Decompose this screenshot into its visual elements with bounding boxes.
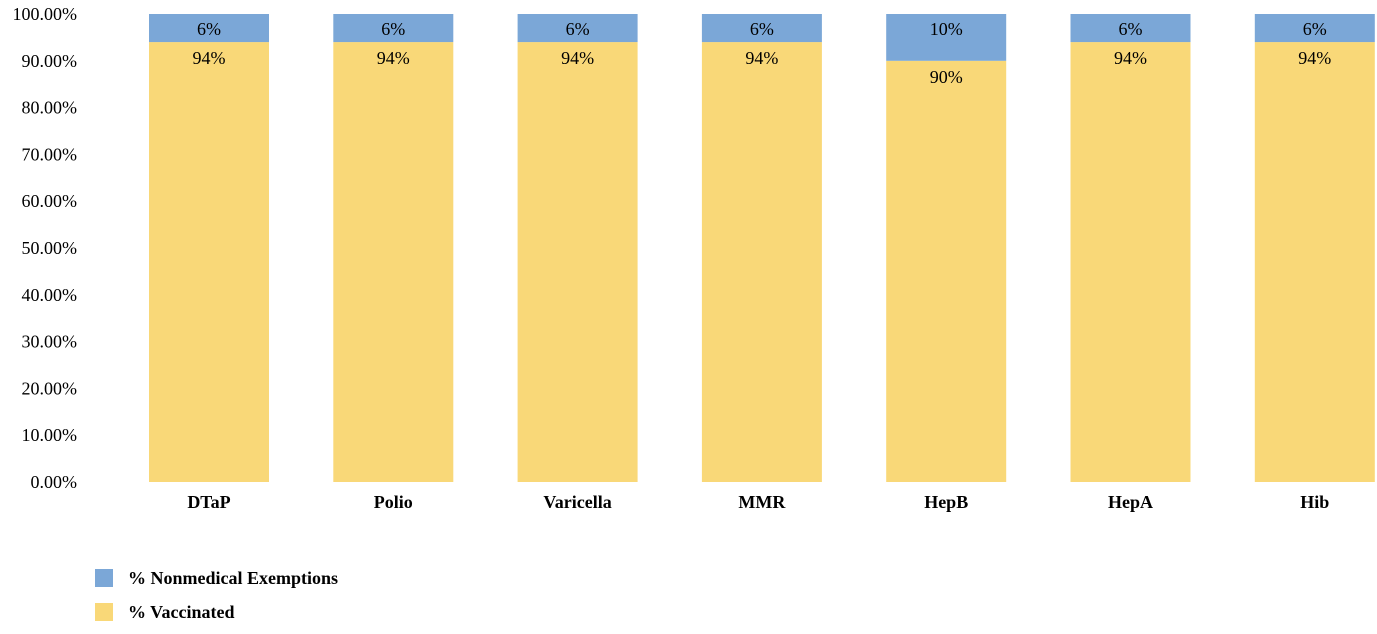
bar-nonmedical-exemptions bbox=[149, 14, 269, 43]
data-label-vaccinated: 94% bbox=[193, 48, 226, 68]
y-tick-label: 60.00% bbox=[22, 191, 78, 211]
y-tick-label: 80.00% bbox=[22, 98, 78, 118]
bar-vaccinated bbox=[1070, 42, 1191, 482]
legend: % Nonmedical Exemptions % Vaccinated bbox=[95, 568, 338, 622]
x-tick-label: Hib bbox=[1300, 492, 1329, 512]
bar-vaccinated bbox=[333, 42, 454, 482]
x-tick-label: HepA bbox=[1108, 492, 1153, 512]
x-tick-label: HepB bbox=[924, 492, 968, 512]
data-label-exemptions: 6% bbox=[750, 19, 774, 39]
bar-vaccinated bbox=[149, 42, 269, 482]
data-label-exemptions: 6% bbox=[381, 19, 405, 39]
y-tick-label: 40.00% bbox=[22, 285, 78, 305]
y-tick-label: 90.00% bbox=[22, 51, 78, 71]
legend-label: % Nonmedical Exemptions bbox=[128, 568, 338, 588]
legend-swatch bbox=[95, 569, 113, 587]
data-label-vaccinated: 94% bbox=[377, 48, 410, 68]
data-label-vaccinated: 94% bbox=[745, 48, 778, 68]
data-label-exemptions: 6% bbox=[1119, 19, 1143, 39]
data-label-vaccinated: 94% bbox=[561, 48, 594, 68]
data-label-exemptions: 6% bbox=[566, 19, 590, 39]
x-tick-label: DTaP bbox=[187, 492, 230, 512]
bar-nonmedical-exemptions bbox=[886, 14, 1007, 61]
x-axis: DTaP Polio Varicella MMR HepB HepA Hib bbox=[187, 492, 1329, 512]
bar-vaccinated bbox=[1254, 42, 1375, 482]
data-label-exemptions: 10% bbox=[930, 19, 963, 39]
y-tick-label: 100.00% bbox=[13, 4, 78, 24]
data-label-exemptions: 6% bbox=[1303, 19, 1327, 39]
legend-label: % Vaccinated bbox=[128, 602, 235, 622]
bar-vaccinated bbox=[517, 42, 638, 482]
x-tick-label: Varicella bbox=[543, 492, 611, 512]
y-tick-label: 50.00% bbox=[22, 238, 78, 258]
legend-swatch bbox=[95, 603, 113, 621]
bar-nonmedical-exemptions bbox=[1070, 14, 1191, 43]
bar-nonmedical-exemptions bbox=[517, 14, 638, 43]
data-label-vaccinated: 94% bbox=[1298, 48, 1331, 68]
y-tick-label: 30.00% bbox=[22, 332, 78, 352]
bars-group: 6% 94% 6% 94% 6% 94% 6% 94% 10% 90% 6% 94% 6% 94% bbox=[149, 14, 1375, 483]
x-tick-label: MMR bbox=[738, 492, 786, 512]
data-label-exemptions: 6% bbox=[197, 19, 221, 39]
bar-nonmedical-exemptions bbox=[1254, 14, 1375, 43]
bar-vaccinated bbox=[701, 42, 822, 482]
y-tick-label: 0.00% bbox=[31, 472, 78, 492]
y-tick-label: 70.00% bbox=[22, 144, 78, 164]
data-label-vaccinated: 94% bbox=[1114, 48, 1147, 68]
data-label-vaccinated: 90% bbox=[930, 67, 963, 87]
bar-nonmedical-exemptions bbox=[333, 14, 454, 43]
y-tick-label: 20.00% bbox=[22, 378, 78, 398]
y-tick-label: 10.00% bbox=[22, 425, 78, 445]
bar-vaccinated bbox=[886, 60, 1007, 483]
bar-nonmedical-exemptions bbox=[701, 14, 822, 43]
y-axis: 0.00% 10.00% 20.00% 30.00% 40.00% 50.00% 60.00… bbox=[13, 4, 78, 492]
x-tick-label: Polio bbox=[374, 492, 413, 512]
